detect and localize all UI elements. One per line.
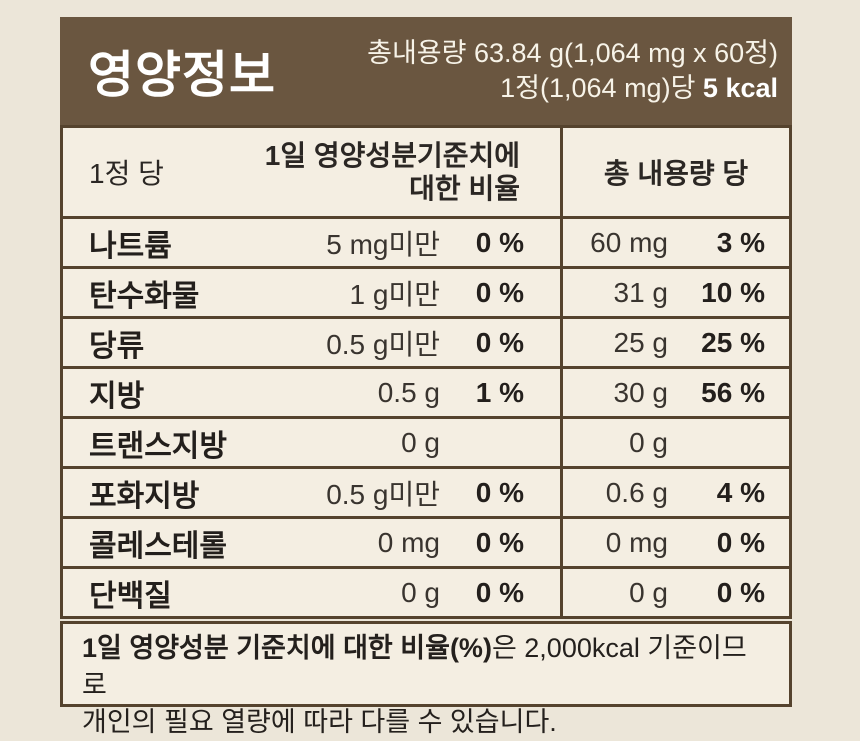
- per-tablet-amount: 0 mg: [377, 526, 440, 558]
- nutrient-name: 콜레스테롤: [89, 529, 227, 563]
- nutrient-name: 탄수화물: [89, 279, 200, 313]
- total-percent: 56 %: [701, 376, 765, 408]
- total-percent: 0 %: [716, 576, 765, 608]
- total-percent: 4 %: [716, 476, 765, 508]
- table-row: 탄수화물 1 g미만 0 % 31 g 10 %: [63, 266, 789, 316]
- per-tablet-percent: 0 %: [475, 326, 524, 358]
- per-tablet-percent: 0 %: [475, 576, 524, 608]
- serving-summary: 총내용량 63.84 g(1,064 mg x 60정) 1정(1,064 mg…: [367, 36, 792, 106]
- total-amount: 25 g: [613, 326, 669, 358]
- per-tablet-text: 1정(1,064 mg)당 5 kcal: [367, 71, 778, 106]
- total-amount: 0.6 g: [605, 476, 668, 508]
- per-tablet-amount: 0 g: [401, 576, 440, 608]
- nutrient-name: 단백질: [89, 579, 172, 613]
- total-amount: 31 g: [613, 276, 669, 308]
- total-content-cell: 31 g 10 %: [560, 269, 789, 316]
- per-tablet-percent: 0 %: [475, 526, 524, 558]
- nutrient-name: 포화지방: [89, 479, 200, 513]
- total-amount: 60 mg: [590, 226, 668, 258]
- col-header-per-tablet: 1정 당: [89, 158, 164, 189]
- per-tablet-amount: 0 g: [401, 426, 440, 458]
- nutrient-name: 나트륨: [89, 229, 172, 263]
- footnote-line1: 1일 영양성분 기준치에 대한 비율(%)은 2,000kcal 기준이므로: [82, 630, 771, 704]
- per-tablet-percent: 0 %: [475, 276, 524, 308]
- table-header-row: 1정 당 1일 영양성분기준치에 대한 비율 총 내용량 당: [63, 128, 789, 216]
- table-row: 단백질 0 g 0 % 0 g 0 %: [63, 566, 789, 616]
- daily-value-line2: 대한 비율: [409, 173, 520, 204]
- col-header-total-content: 총 내용량 당: [560, 128, 789, 216]
- total-percent: 25 %: [701, 326, 765, 358]
- table-row: 포화지방 0.5 g미만 0 % 0.6 g 4 %: [63, 466, 789, 516]
- total-amount: 30 g: [613, 376, 669, 408]
- kcal-value: 5 kcal: [702, 73, 778, 103]
- total-percent: 10 %: [701, 276, 765, 308]
- per-tablet-amount: 0.5 g미만: [326, 478, 440, 510]
- per-tablet-amount: 1 g미만: [349, 278, 440, 310]
- table-row: 트랜스지방 0 g 0 g: [63, 416, 789, 466]
- total-percent: 3 %: [716, 226, 765, 258]
- table-row: 콜레스테롤 0 mg 0 % 0 mg 0 %: [63, 516, 789, 566]
- total-content-cell: 60 mg 3 %: [560, 219, 789, 266]
- per-tablet-percent: 1 %: [475, 376, 524, 408]
- nutrient-name: 지방: [89, 379, 145, 413]
- daily-value-footnote: 1일 영양성분 기준치에 대한 비율(%)은 2,000kcal 기준이므로 개…: [60, 621, 792, 737]
- footnote-line1-rest: 은 2,000kcal 기준이므로: [82, 633, 747, 700]
- footnote-bold-text: 1일 영양성분 기준치에 대한 비율(%): [82, 633, 492, 663]
- total-content-cell: 0 mg 0 %: [560, 519, 789, 566]
- total-amount: 0 mg: [605, 526, 668, 558]
- nutrition-table: 1정 당 1일 영양성분기준치에 대한 비율 총 내용량 당 나트륨 5 mg미…: [60, 125, 792, 619]
- total-amount: 0 g: [629, 576, 668, 608]
- nutrient-name: 트랜스지방: [89, 429, 227, 463]
- table-row: 당류 0.5 g미만 0 % 25 g 25 %: [63, 316, 789, 366]
- total-content-cell: 25 g 25 %: [560, 319, 789, 366]
- table-row: 지방 0.5 g 1 % 30 g 56 %: [63, 366, 789, 416]
- per-tablet-percent: 0 %: [475, 476, 524, 508]
- per-tablet-amount: 5 mg미만: [326, 228, 440, 260]
- page-title: 영양정보: [88, 47, 276, 103]
- total-content-text: 총내용량 63.84 g(1,064 mg x 60정): [367, 38, 778, 68]
- total-content-cell: 0 g 0 %: [560, 569, 789, 616]
- per-tablet-percent: 0 %: [475, 226, 524, 258]
- total-percent: 0 %: [716, 526, 765, 558]
- table-row: 나트륨 5 mg미만 0 % 60 mg 3 %: [63, 216, 789, 266]
- total-content-cell: 0.6 g 4 %: [560, 469, 789, 516]
- per-tablet-prefix: 1정(1,064 mg)당: [500, 73, 703, 103]
- nutrition-header: 영양정보 총내용량 63.84 g(1,064 mg x 60정) 1정(1,0…: [60, 17, 792, 125]
- total-content-cell: 0 g: [560, 419, 789, 466]
- total-content-cell: 30 g 56 %: [560, 369, 789, 416]
- per-tablet-amount: 0.5 g미만: [326, 328, 440, 360]
- nutrient-name: 당류: [89, 329, 145, 363]
- daily-value-line1: 1일 영양성분기준치에: [264, 140, 520, 171]
- col-header-daily-value: 1일 영양성분기준치에 대한 비율: [248, 139, 560, 205]
- total-amount: 0 g: [629, 426, 668, 458]
- per-tablet-amount: 0.5 g: [377, 376, 440, 408]
